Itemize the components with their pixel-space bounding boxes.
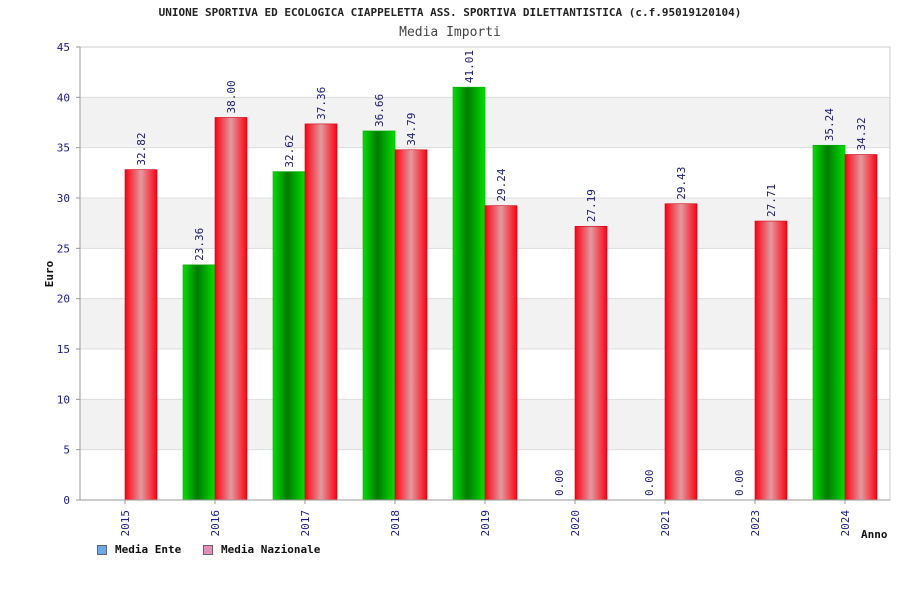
data-label: 35.24 xyxy=(823,108,836,141)
x-tick-label: 2017 xyxy=(299,510,312,537)
data-label: 36.66 xyxy=(373,94,386,127)
y-tick-label: 0 xyxy=(63,494,70,507)
y-tick-label: 35 xyxy=(57,142,70,155)
data-label: 23.36 xyxy=(193,228,206,261)
y-tick-label: 30 xyxy=(57,192,70,205)
data-label: 41.01 xyxy=(463,50,476,83)
bar-media-nazionale xyxy=(394,149,428,501)
bar-media-ente xyxy=(362,130,396,501)
legend-label-media-nazionale: Media Nazionale xyxy=(221,543,321,556)
data-label: 32.82 xyxy=(135,132,148,165)
bars: 32.82 23.36 38.00 32.62 37.36 36.66 34.79 41.01… xyxy=(124,50,878,501)
data-label: 27.71 xyxy=(765,184,778,217)
data-label: 29.24 xyxy=(495,168,508,201)
bar-media-nazionale xyxy=(844,154,878,501)
bar-media-nazionale xyxy=(484,205,518,501)
legend-label-media-ente: Media Ente xyxy=(115,543,182,556)
legend-item-media-nazionale: Media Nazionale xyxy=(203,543,320,556)
x-tick-label: 2019 xyxy=(479,510,492,537)
bar-media-nazionale xyxy=(574,225,608,501)
data-label: 0.00 xyxy=(553,470,566,497)
x-tick-label: 2016 xyxy=(209,510,222,537)
legend-swatch-media-nazionale xyxy=(203,545,213,555)
bar-media-nazionale xyxy=(124,169,158,501)
x-tick-label: 2021 xyxy=(659,510,672,537)
y-tick-label: 15 xyxy=(57,343,70,356)
bar-media-ente xyxy=(182,264,216,501)
y-tick-label: 5 xyxy=(63,444,70,457)
chart-subtitle: Media Importi xyxy=(399,25,501,40)
bar-media-ente xyxy=(812,144,846,501)
x-tick-label: 2015 xyxy=(119,510,132,537)
data-label: 34.79 xyxy=(405,113,418,146)
legend-swatch-media-ente xyxy=(97,545,107,555)
x-axis-label: Anno xyxy=(861,528,888,541)
y-axis-label: Euro xyxy=(43,260,56,287)
bar-media-nazionale xyxy=(664,203,698,501)
x-tick-label: 2023 xyxy=(749,510,762,537)
y-tick-label: 40 xyxy=(57,91,70,104)
data-label: 0.00 xyxy=(643,470,656,497)
legend-item-media-ente: Media Ente xyxy=(97,543,181,556)
bar-media-ente xyxy=(452,86,486,501)
data-label: 38.00 xyxy=(225,80,238,113)
data-label: 37.36 xyxy=(315,87,328,120)
x-tick-label: 2020 xyxy=(569,510,582,537)
data-label: 34.32 xyxy=(855,117,868,150)
y-tick-label: 20 xyxy=(57,293,70,306)
axes: 0 5 10 15 20 25 30 35 40 45 2015 2016 2017 2018 2019 20… xyxy=(57,41,890,537)
x-tick-label: 2024 xyxy=(839,510,852,537)
y-tick-label: 45 xyxy=(57,41,70,54)
data-label: 32.62 xyxy=(283,135,296,168)
y-tick-label: 10 xyxy=(57,393,70,406)
bar-media-nazionale xyxy=(304,123,338,501)
bar-media-nazionale xyxy=(214,117,248,501)
bar-media-nazionale xyxy=(754,220,788,501)
data-label: 0.00 xyxy=(733,470,746,497)
chart-title: UNIONE SPORTIVA ED ECOLOGICA CIAPPELETTA… xyxy=(158,6,742,19)
y-tick-label: 25 xyxy=(57,242,70,255)
data-label: 29.43 xyxy=(675,167,688,200)
data-label: 27.19 xyxy=(585,189,598,222)
bar-media-ente xyxy=(272,171,306,501)
x-tick-label: 2018 xyxy=(389,510,402,537)
